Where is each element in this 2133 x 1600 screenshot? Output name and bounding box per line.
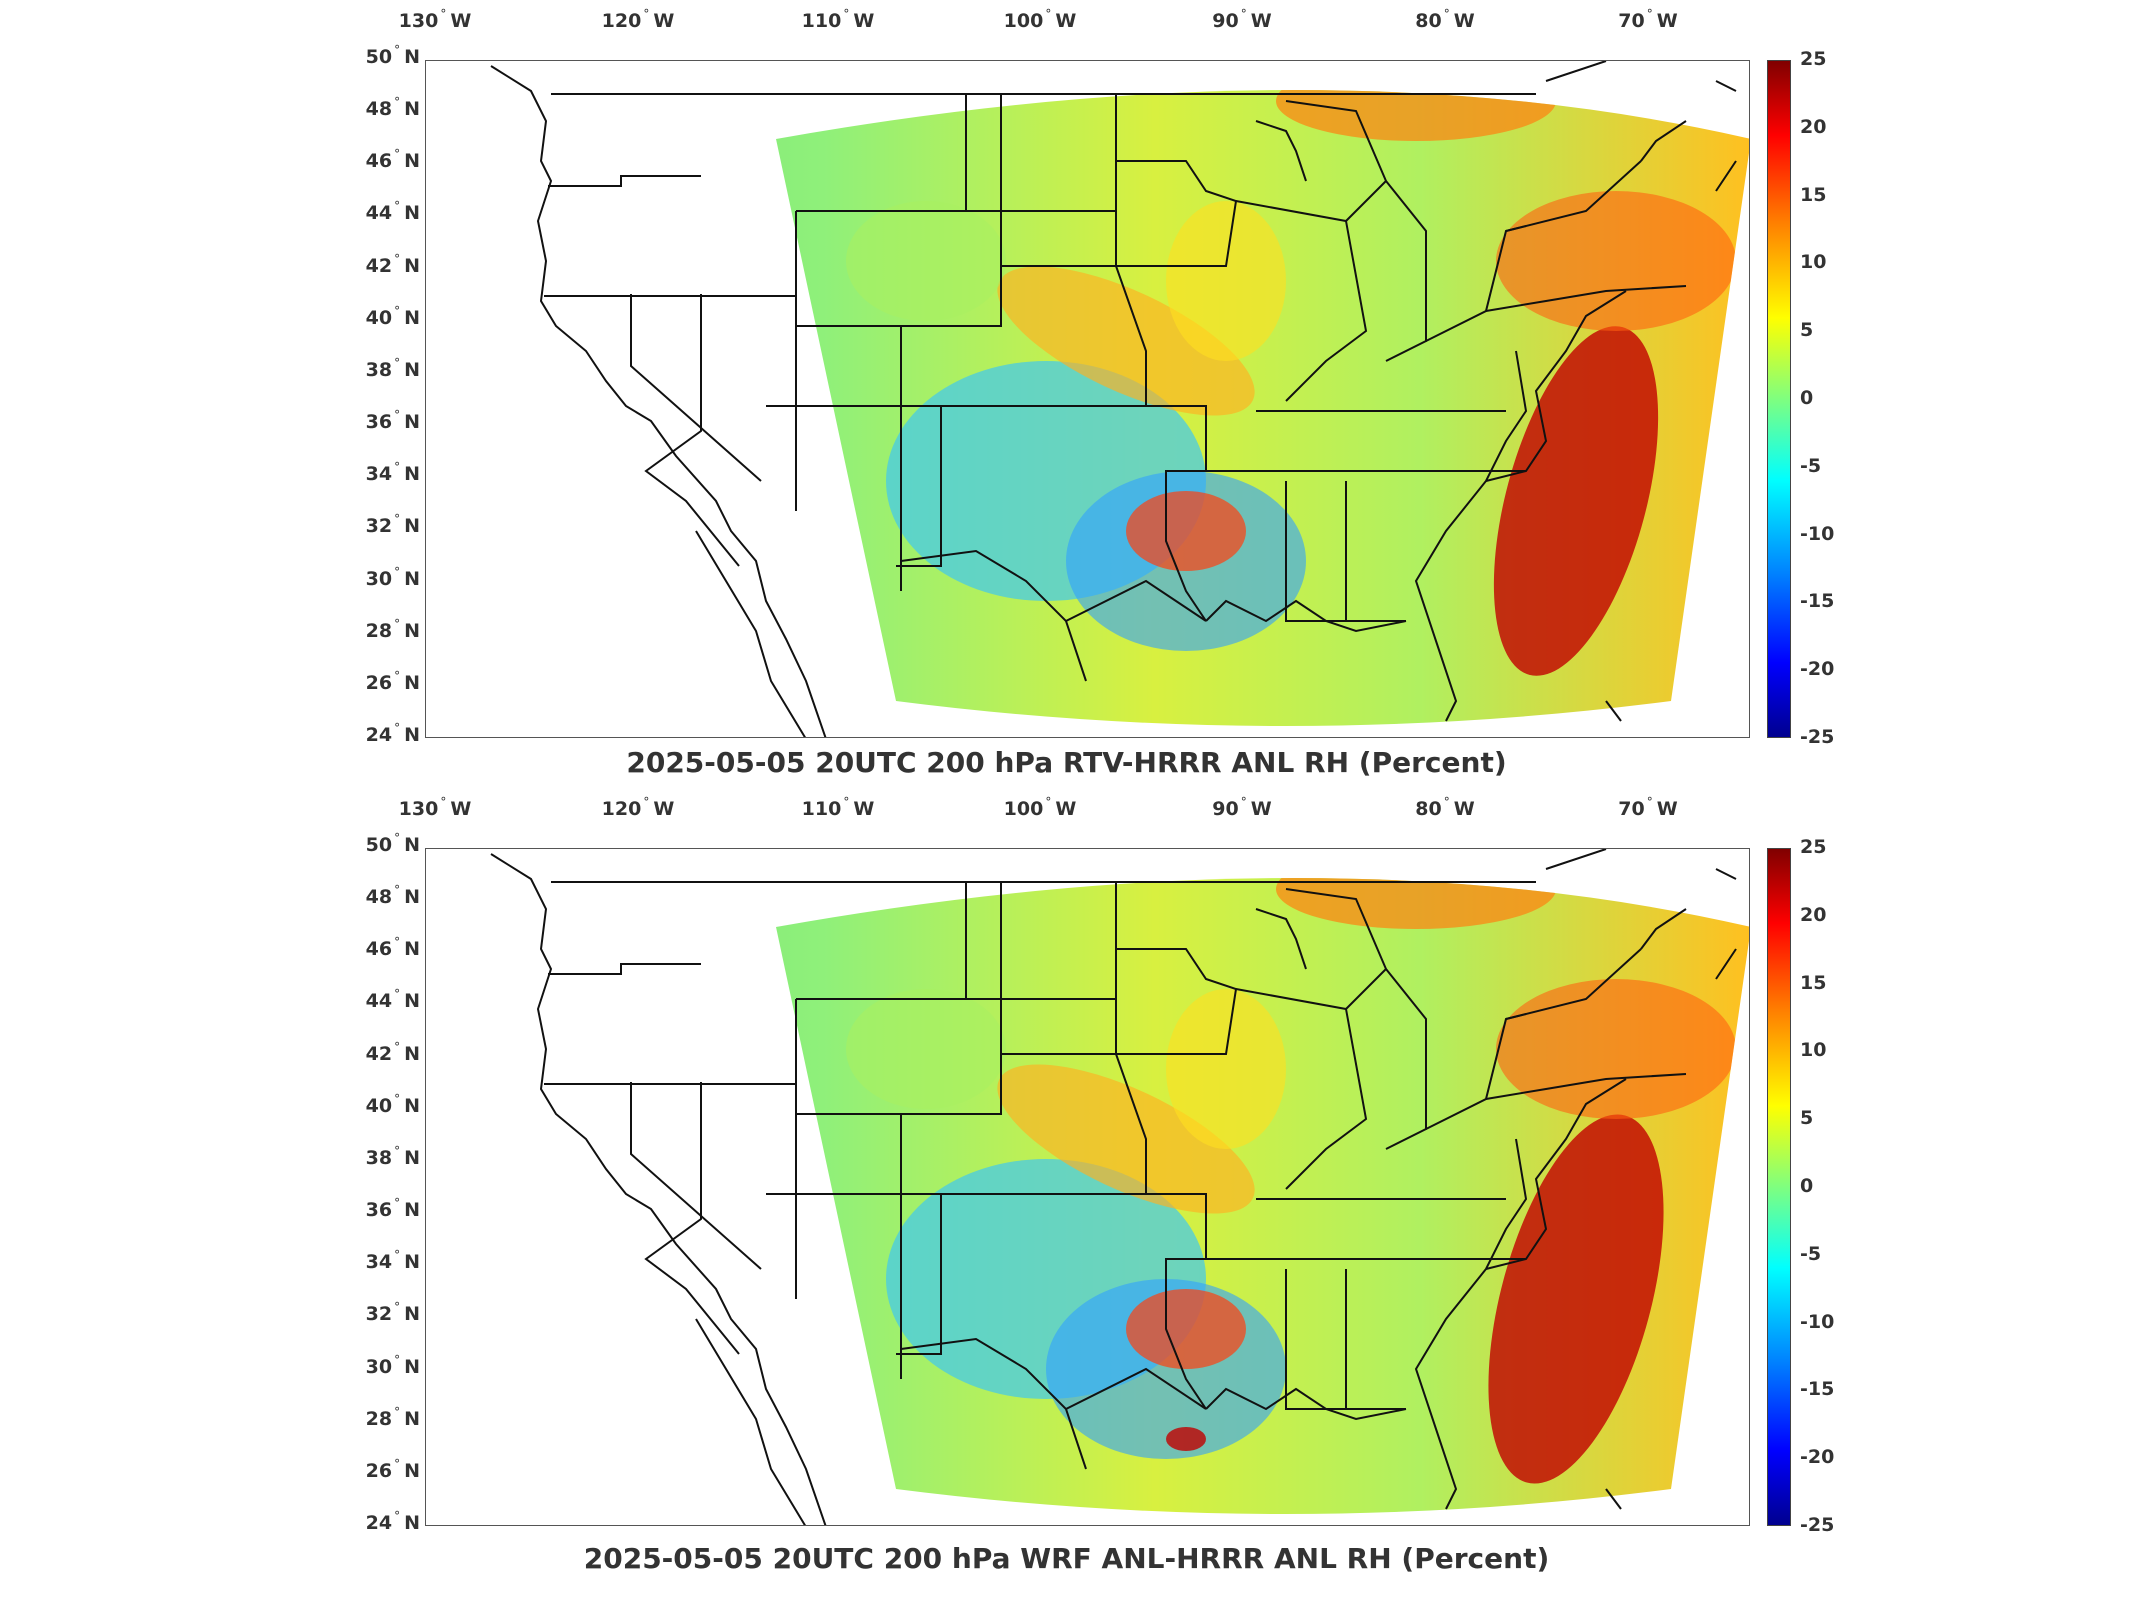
lon-tick-label: 90 ° W [1212,7,1272,32]
colorbar-tick-label: 5 [1800,1107,1814,1130]
lat-tick-label: 38 ° N [365,1143,420,1169]
lat-tick-label: 40 ° N [365,303,420,329]
lat-tick-label: 48 ° N [365,883,420,909]
lon-tick-label: 100 ° W [1003,795,1077,820]
coastline-and-borders [490,61,1737,737]
map-frame [425,848,1750,1526]
lat-tick-label: 30 ° N [365,564,420,590]
colorbar-tick-label: 15 [1800,183,1827,206]
colorbar-tick-label: 0 [1800,387,1814,409]
colorbar-tick-label: -15 [1800,590,1835,613]
colorbar-tick-label: -10 [1800,522,1835,545]
rh-difference-field [776,90,1749,726]
panel-title: 2025-05-05 20UTC 200 hPa WRF ANL-HRRR AN… [583,1542,1550,1575]
lat-tick-label: 36 ° N [365,1196,420,1222]
rh-difference-field [776,878,1749,1514]
lon-tick-label: 70 ° W [1618,795,1678,820]
lat-tick-label: 48 ° N [365,95,420,121]
lat-tick-label: 44 ° N [365,987,420,1013]
lat-tick-label: 40 ° N [365,1091,420,1117]
colorbar-tick-label: 15 [1800,971,1827,994]
lat-tick-label: 44 ° N [365,199,420,225]
lat-tick-label: 42 ° N [365,1039,420,1065]
lat-tick-label: 32 ° N [365,1300,420,1326]
lon-tick-label: 110 ° W [801,7,875,32]
lat-tick-label: 38 ° N [365,355,420,381]
lat-tick-label: 42 ° N [365,251,420,277]
colorbar-tick-label: -5 [1800,1242,1822,1265]
colorbar-tick-label: -20 [1800,1446,1835,1469]
lon-tick-label: 80 ° W [1415,795,1475,820]
lat-tick-label: 24 ° N [365,721,420,746]
coastline-and-borders [490,849,1737,1525]
lat-tick-label: 50 ° N [365,43,420,68]
lon-tick-label: 130 ° W [398,795,472,820]
panel-top: 2025-05-05 20UTC 200 hPa RTV-HRRR ANL RH… [365,7,1835,779]
colorbar [1767,60,1791,738]
colorbar-tick-label: -10 [1800,1310,1835,1333]
lat-tick-label: 36 ° N [365,408,420,434]
colorbar-tick-label: 20 [1800,903,1827,926]
lat-tick-label: 30 ° N [365,1352,420,1378]
colorbar-tick-label: 25 [1800,836,1827,858]
lon-tick-label: 70 ° W [1618,7,1678,32]
lon-tick-label: 110 ° W [801,795,875,820]
colorbar-tick-label: 20 [1800,115,1827,138]
lat-tick-label: 32 ° N [365,512,420,538]
lat-tick-label: 50 ° N [365,831,420,856]
map-svg [490,849,1749,1525]
map-svg [490,61,1749,737]
lat-tick-label: 26 ° N [365,1456,420,1482]
lon-tick-label: 80 ° W [1415,7,1475,32]
lat-tick-label: 26 ° N [365,668,420,694]
lat-tick-label: 28 ° N [365,616,420,642]
panel-bottom: 2025-05-05 20UTC 200 hPa WRF ANL-HRRR AN… [0,790,2133,1590]
colorbar-tick-label: -15 [1800,1378,1835,1401]
colorbar-tick-label: -25 [1800,726,1835,748]
lat-tick-label: 24 ° N [365,1509,420,1534]
colorbar-tick-label: 10 [1800,1039,1827,1062]
colorbar-tick-label: -5 [1800,454,1822,477]
colorbar-tick-label: 0 [1800,1175,1814,1197]
colorbar [1767,848,1791,1526]
colorbar-tick-label: -20 [1800,658,1835,681]
panel-title: 2025-05-05 20UTC 200 hPa RTV-HRRR ANL RH… [626,746,1507,779]
map-frame [425,60,1750,738]
lat-tick-label: 34 ° N [365,460,420,486]
lat-tick-label: 46 ° N [365,935,420,961]
colorbar-tick-label: 5 [1800,319,1814,342]
colorbar-tick-label: 25 [1800,48,1827,70]
colorbar-tick-label: 10 [1800,251,1827,274]
lon-tick-label: 130 ° W [398,7,472,32]
lat-tick-label: 34 ° N [365,1248,420,1274]
lon-tick-label: 120 ° W [601,795,675,820]
lon-tick-label: 120 ° W [601,7,675,32]
lat-tick-label: 46 ° N [365,147,420,173]
lat-tick-label: 28 ° N [365,1404,420,1430]
colorbar-tick-label: -25 [1800,1514,1835,1536]
lon-tick-label: 90 ° W [1212,795,1272,820]
lon-tick-label: 100 ° W [1003,7,1077,32]
